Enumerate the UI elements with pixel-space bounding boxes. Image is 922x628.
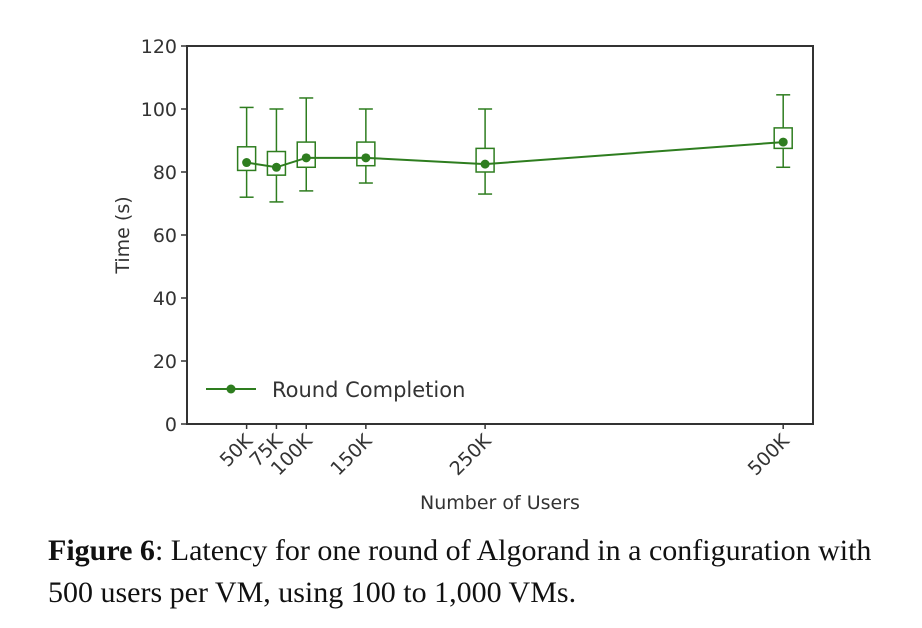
figure-caption: Figure 6: Latency for one round of Algor…	[48, 530, 908, 614]
x-tick-label: 250K	[446, 430, 496, 480]
x-axis-label: Number of Users	[420, 492, 580, 514]
box	[356, 141, 376, 167]
y-axis: 0 20 40 60 80 100 120	[141, 36, 187, 436]
data-point	[361, 153, 371, 163]
box	[296, 141, 316, 169]
legend-label: Round Completion	[272, 378, 465, 402]
series-lines	[242, 137, 788, 172]
y-tick-label: 40	[153, 288, 177, 310]
data-point	[301, 153, 311, 163]
legend: Round Completion	[206, 378, 465, 402]
y-tick-label: 0	[165, 414, 177, 436]
caption-text: : Latency for one round of Algorand in a…	[48, 534, 872, 609]
y-tick-label: 60	[153, 225, 177, 247]
box-plots	[236, 94, 793, 203]
box	[475, 147, 495, 173]
x-tick-label: 500K	[744, 430, 794, 480]
y-tick-label: 120	[141, 36, 177, 58]
data-point	[242, 158, 252, 168]
box	[236, 146, 257, 172]
series-line	[246, 141, 784, 169]
box	[773, 127, 793, 150]
y-tick-label: 100	[141, 99, 177, 121]
box	[266, 150, 287, 176]
y-tick-label: 80	[153, 162, 177, 184]
x-tick-label: 150K	[326, 430, 376, 480]
plot-frame	[186, 45, 814, 425]
legend-marker	[226, 384, 236, 394]
y-axis-label: Time (s)	[112, 196, 134, 274]
data-point	[778, 137, 788, 147]
data-point	[271, 162, 281, 172]
caption-label: Figure 6	[48, 534, 155, 567]
y-tick-label: 20	[153, 351, 177, 373]
data-point	[480, 159, 490, 169]
